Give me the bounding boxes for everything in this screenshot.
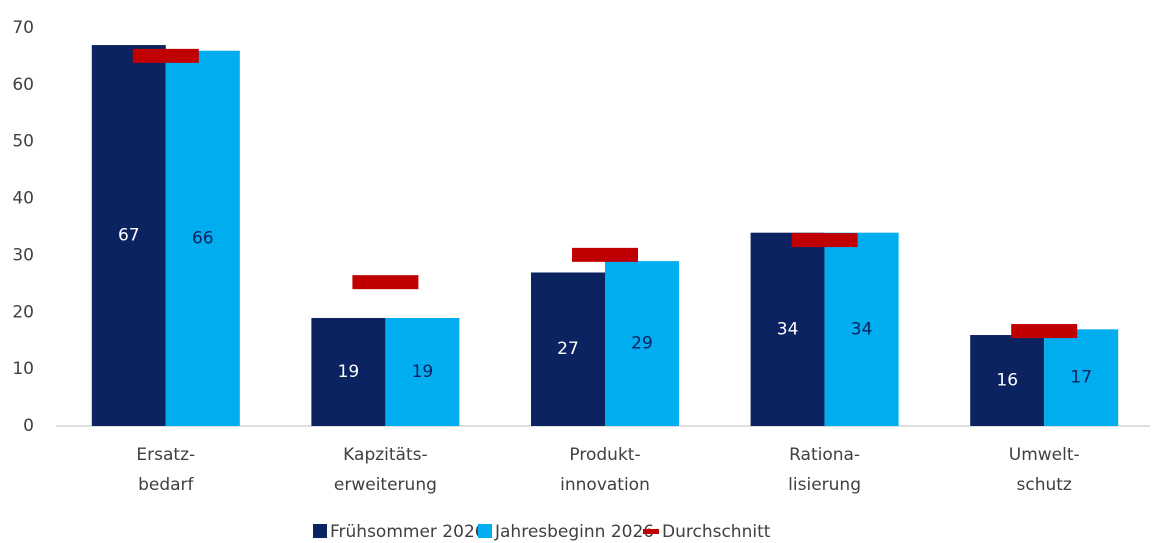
x-tick-label: Kapzitäts-erweiterung <box>334 445 437 495</box>
y-tick-label: 60 <box>12 75 34 95</box>
legend-label: Durchschnitt <box>662 522 771 542</box>
y-tick-label: 20 <box>12 302 34 322</box>
average-marker <box>132 48 199 63</box>
y-tick-label: 70 <box>12 18 34 38</box>
x-tick-label: Umwelt-schutz <box>1009 445 1080 495</box>
bar <box>1044 329 1119 426</box>
bar-value-label: 16 <box>996 371 1018 391</box>
x-tick-label: Ersatz-bedarf <box>136 445 195 495</box>
bar <box>970 335 1045 426</box>
bar-value-label: 66 <box>192 228 214 248</box>
bar <box>531 272 605 426</box>
legend-label: Jahresbeginn 2026 <box>494 522 654 542</box>
average-marker <box>572 247 638 262</box>
y-tick-label: 50 <box>12 132 34 152</box>
bar <box>750 232 825 426</box>
bar-value-label: 19 <box>338 362 360 382</box>
y-tick-label: 30 <box>12 245 34 265</box>
x-tick-line: lisierung <box>788 475 861 495</box>
x-tick-label: Produkt-innovation <box>560 445 650 495</box>
bar <box>824 232 899 426</box>
x-tick-line: erweiterung <box>334 475 437 495</box>
x-tick-line: Kapzitäts- <box>343 445 427 465</box>
y-tick-label: 0 <box>23 416 34 436</box>
bar-value-label: 27 <box>557 339 579 359</box>
average-marker <box>352 275 419 290</box>
y-tick-label: 10 <box>12 359 34 379</box>
legend-label: Frühsommer 2026 <box>330 522 486 542</box>
x-tick-line: Umwelt- <box>1009 445 1080 465</box>
bar-value-label: 19 <box>412 362 434 382</box>
bar-value-label: 34 <box>777 319 799 339</box>
x-tick-label: Rationa-lisierung <box>788 445 861 495</box>
legend-swatch <box>313 524 327 538</box>
legend-swatch <box>643 529 659 534</box>
bar <box>385 317 460 426</box>
bar <box>91 45 166 427</box>
x-tick-line: Produkt- <box>569 445 640 465</box>
bar <box>311 317 386 426</box>
x-tick-line: Rationa- <box>789 445 860 465</box>
bar-value-label: 17 <box>1070 368 1092 388</box>
bar-value-label: 34 <box>851 319 873 339</box>
x-tick-line: bedarf <box>138 475 194 495</box>
x-tick-line: schutz <box>1017 475 1072 495</box>
legend-swatch <box>478 524 492 538</box>
bar-value-label: 29 <box>631 334 653 354</box>
average-marker <box>791 233 858 248</box>
average-marker <box>1011 324 1078 339</box>
bar <box>165 50 240 426</box>
y-tick-label: 40 <box>12 189 34 209</box>
x-tick-line: Ersatz- <box>136 445 195 465</box>
bar <box>605 261 679 426</box>
x-tick-line: innovation <box>560 475 650 495</box>
bar-value-label: 67 <box>118 226 140 246</box>
